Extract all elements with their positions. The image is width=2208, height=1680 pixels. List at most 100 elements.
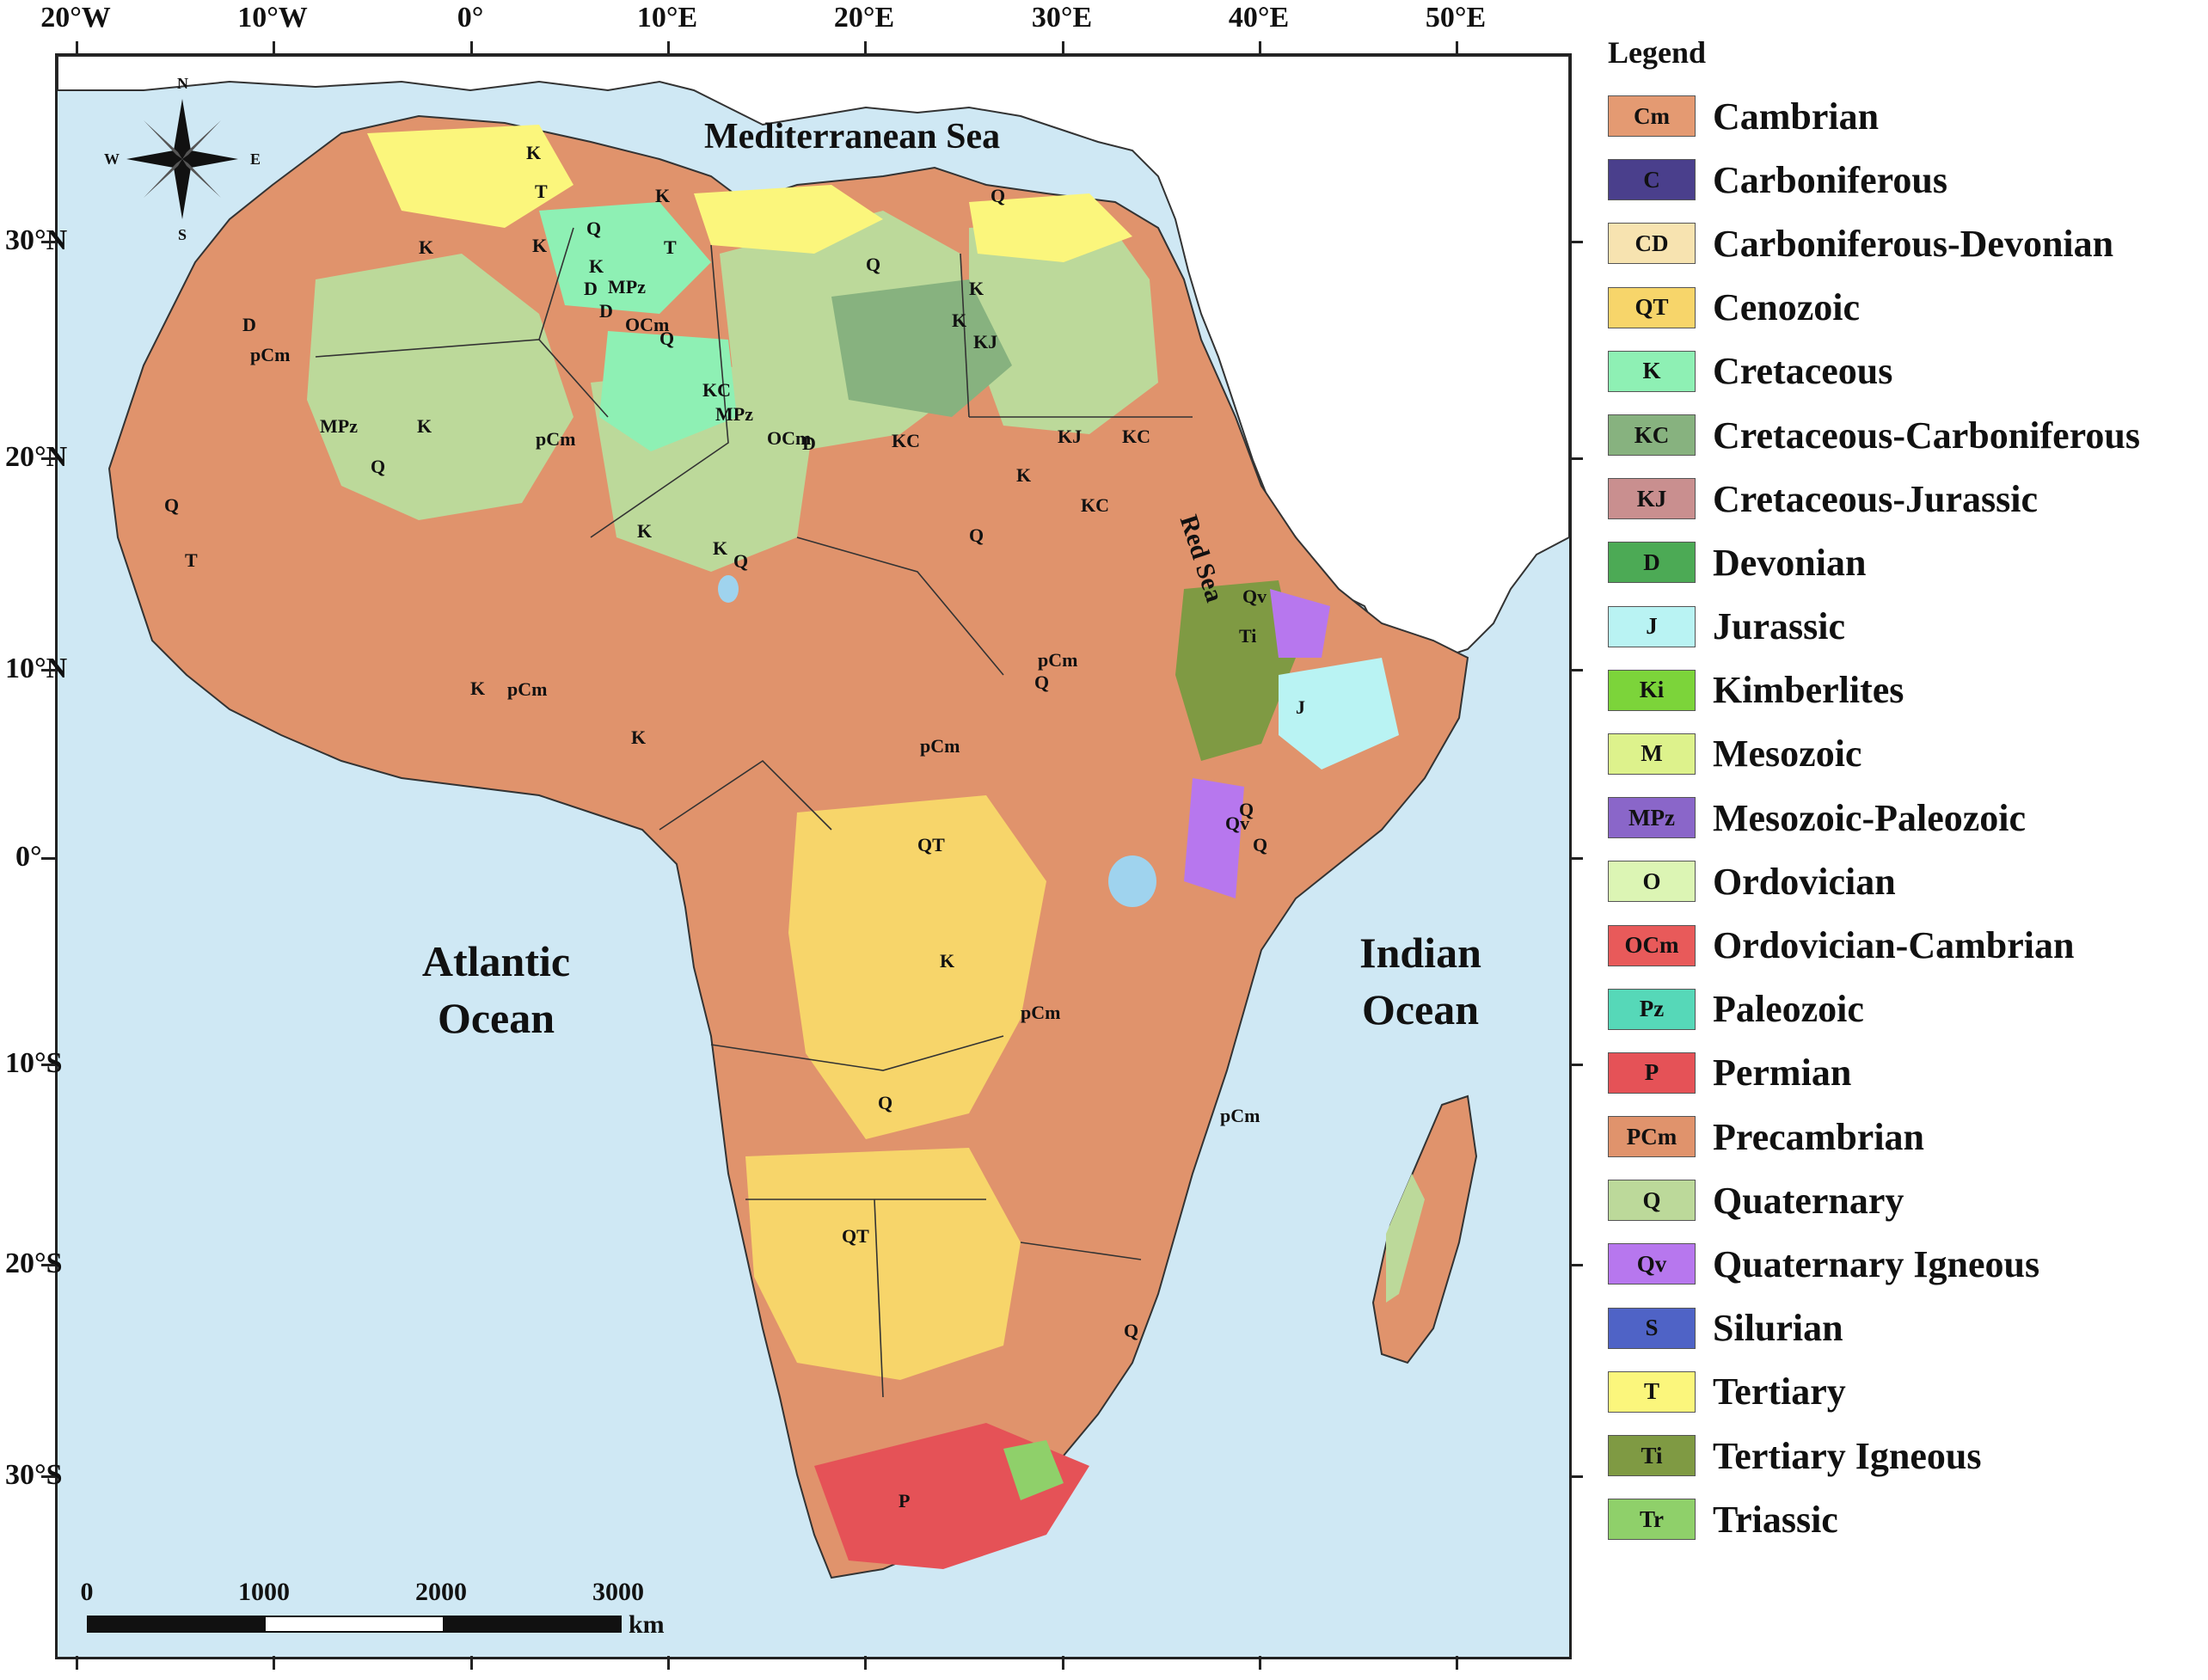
congo-cenozoic-region [788, 795, 1046, 1139]
lon-label-0: 0° [457, 2, 484, 34]
map-unit-label: Q [1239, 799, 1254, 820]
scale-tick-0: 0 [80, 1578, 94, 1606]
lat-label-10s: 10°S [5, 1047, 63, 1079]
ethiopia-qv-region [1270, 589, 1330, 658]
libya-tertiary-region [694, 185, 883, 254]
legend-label: Devonian [1713, 541, 1867, 584]
lon-label-30e: 30°E [1031, 2, 1093, 34]
compass-w: W [104, 150, 120, 168]
lat-label-10n: 10°N [5, 653, 68, 684]
legend-item: Pz Paleozoic [1608, 978, 2201, 1041]
legend-item: D Devonian [1608, 530, 2201, 594]
legend-label: Ordovician [1713, 860, 1896, 903]
legend-label: Silurian [1713, 1307, 1843, 1350]
legend-swatch: Q [1608, 1180, 1696, 1222]
legend-swatch: S [1608, 1307, 1696, 1349]
map-unit-label: pCm [250, 344, 291, 365]
map-unit-label: Q [371, 456, 386, 477]
map-frame: N S W E Mediterranean Sea Red Sea Atlant… [55, 53, 1572, 1659]
lat-label-0: 0° [15, 841, 42, 873]
geologic-map [58, 56, 1569, 1579]
legend-swatch: Ti [1608, 1435, 1696, 1477]
legend-item: Q Quaternary [1608, 1168, 2201, 1232]
legend-label: Tertiary [1713, 1370, 1846, 1413]
scale-tick-3000: 3000 [592, 1578, 644, 1606]
legend-swatch: Ki [1608, 669, 1696, 711]
map-unit-label: MPz [608, 276, 646, 297]
legend-swatch: Qv [1608, 1243, 1696, 1285]
map-unit-label: pCm [507, 678, 548, 700]
legend-rows: Cm Cambrian C Carboniferous CD Carboniferous-… [1608, 84, 2201, 1551]
legend-item: C Carboniferous [1608, 148, 2201, 212]
egypt-tertiary-region [969, 193, 1132, 262]
map-unit-label: pCm [1038, 649, 1078, 671]
compass-s: S [178, 226, 187, 243]
legend-swatch: KJ [1608, 478, 1696, 520]
map-unit-label: KC [702, 379, 731, 401]
legend-item: KC Cretaceous-Carboniferous [1608, 403, 2201, 467]
map-unit-label: MPz [715, 403, 753, 425]
map-unit-label: K [1016, 464, 1032, 486]
legend-label: Paleozoic [1713, 988, 1864, 1031]
legend-label: Tertiary Igneous [1713, 1434, 1982, 1477]
map-unit-label: T [185, 549, 198, 571]
lon-label-40e: 40°E [1228, 2, 1290, 34]
map-unit-label: Qv [1225, 812, 1250, 834]
lon-label-10e: 10°E [636, 2, 698, 34]
map-unit-label: Q [1253, 834, 1268, 855]
legend-label: Permian [1713, 1052, 1852, 1094]
legend-item: J Jurassic [1608, 595, 2201, 659]
legend-swatch: T [1608, 1370, 1696, 1413]
legend-label: Quaternary Igneous [1713, 1242, 2040, 1285]
egypt-quaternary-region [969, 219, 1158, 434]
legend-swatch: MPz [1608, 797, 1696, 839]
legend-item: CD Carboniferous-Devonian [1608, 212, 2201, 275]
map-unit-label: QT [842, 1225, 869, 1247]
map-unit-label: Q [659, 328, 675, 349]
scale-bar: 0 1000 2000 3000 km [75, 1578, 694, 1646]
legend-item: O Ordovician [1608, 849, 2201, 913]
map-unit-label: J [1296, 696, 1305, 718]
compass-rose-icon [126, 99, 238, 219]
map-unit-label: Q [878, 1092, 893, 1113]
map-unit-label: K [969, 278, 984, 299]
map-unit-label: pCm [1021, 1002, 1061, 1023]
map-unit-label: Q [733, 550, 749, 572]
madagascar-west-coast [1386, 1174, 1425, 1303]
legend-label: Triassic [1713, 1498, 1838, 1541]
sahara-quaternary-region [307, 254, 573, 520]
lat-label-20n: 20°N [5, 441, 68, 473]
map-unit-label: OCm [767, 427, 812, 449]
north-arrow: N S W E [104, 75, 261, 243]
legend-label: Ordovician-Cambrian [1713, 924, 2075, 967]
map-unit-label: K [589, 255, 604, 277]
atlantic-line2: Ocean [437, 994, 555, 1042]
map-unit-label: pCm [920, 735, 960, 757]
map-unit-label: T [664, 236, 677, 258]
lon-label-20w: 20°W [40, 2, 111, 34]
legend-label: Jurassic [1713, 605, 1845, 648]
sahara-cretaceous-region [539, 202, 711, 314]
map-unit-label: K [655, 185, 671, 206]
legend-item: OCm Ordovician-Cambrian [1608, 913, 2201, 977]
map-unit-label: K [419, 236, 434, 258]
legend-label: Carboniferous [1713, 158, 1947, 201]
map-unit-label: K [952, 310, 967, 331]
lake-chad [718, 575, 739, 603]
legend-label: Cretaceous-Jurassic [1713, 477, 2038, 520]
legend-swatch: K [1608, 350, 1696, 392]
legend-item: Ki Kimberlites [1608, 659, 2201, 722]
indian-ocean-label: Indian Ocean [1313, 924, 1528, 1038]
atlantic-ocean-label: Atlantic Ocean [367, 933, 625, 1046]
lat-label-30s: 30°S [5, 1459, 63, 1491]
scale-tick-2000: 2000 [415, 1578, 467, 1606]
map-unit-label: T [535, 181, 548, 202]
lat-label-30n: 30°N [5, 224, 68, 256]
horn-jurassic-region [1279, 658, 1399, 769]
map-unit-label: KC [1122, 426, 1150, 447]
map-unit-label: OCm [625, 314, 670, 335]
map-unit-label: pCm [536, 428, 576, 450]
mediterranean-sea-label: Mediterranean Sea [704, 117, 1001, 156]
map-unit-label: Q [969, 524, 984, 546]
scale-bar-graphic [87, 1616, 622, 1633]
